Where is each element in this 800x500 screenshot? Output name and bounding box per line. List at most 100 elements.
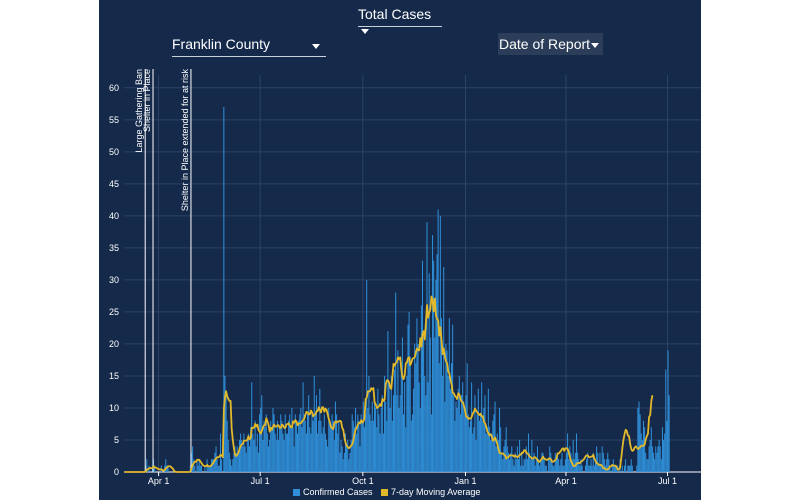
confirmed-cases-bar bbox=[201, 465, 203, 472]
confirmed-cases-bar bbox=[501, 452, 503, 472]
confirmed-cases-bar bbox=[481, 382, 483, 472]
date-basis-dropdown[interactable]: Date of Report bbox=[498, 33, 603, 55]
confirmed-cases-bar bbox=[352, 420, 354, 472]
confirmed-cases-bar bbox=[246, 439, 248, 472]
confirmed-cases-bar bbox=[415, 363, 417, 472]
confirmed-cases-bar bbox=[562, 465, 564, 472]
confirmed-cases-bar bbox=[319, 388, 321, 472]
confirmed-cases-bar bbox=[403, 414, 405, 472]
confirmed-cases-bar bbox=[405, 427, 407, 472]
confirmed-cases-bar bbox=[230, 459, 232, 472]
confirmed-cases-bar bbox=[496, 433, 498, 472]
confirmed-cases-bar bbox=[213, 459, 215, 472]
chevron-down-icon bbox=[591, 43, 599, 48]
confirmed-cases-bar bbox=[414, 343, 416, 472]
confirmed-cases-bar bbox=[311, 414, 313, 472]
confirmed-cases-bar bbox=[379, 433, 381, 472]
confirmed-cases-bar bbox=[238, 439, 240, 472]
confirmed-cases-bar bbox=[346, 446, 348, 472]
confirmed-cases-bar bbox=[544, 465, 546, 472]
confirmed-cases-bar bbox=[199, 465, 201, 472]
confirmed-cases-bar bbox=[640, 433, 642, 472]
confirmed-cases-bar bbox=[324, 433, 326, 472]
confirmed-cases-bar bbox=[363, 427, 365, 472]
confirmed-cases-bar bbox=[425, 395, 427, 472]
confirmed-cases-bar bbox=[243, 433, 245, 472]
confirmed-cases-bar bbox=[214, 452, 216, 472]
confirmed-cases-bar bbox=[607, 452, 609, 472]
confirmed-cases-bar bbox=[630, 459, 632, 472]
y-tick-label: 0 bbox=[114, 467, 119, 477]
y-tick-label: 10 bbox=[109, 403, 119, 413]
confirmed-cases-bar bbox=[452, 324, 454, 472]
confirmed-cases-bar bbox=[310, 433, 312, 472]
confirmed-cases-bar bbox=[509, 459, 511, 472]
confirmed-cases-bar bbox=[505, 427, 507, 472]
confirmed-cases-bar bbox=[341, 446, 343, 472]
confirmed-cases-bar bbox=[338, 420, 340, 472]
legend-item-average[interactable]: 7-day Moving Average bbox=[381, 487, 480, 497]
confirmed-cases-bar bbox=[500, 427, 502, 472]
confirmed-cases-bar bbox=[657, 446, 659, 472]
annotation-label: Shelter in Place bbox=[142, 69, 152, 132]
confirmed-cases-bar bbox=[281, 420, 283, 472]
confirmed-cases-bar bbox=[328, 407, 330, 472]
chevron-down-icon bbox=[312, 44, 320, 49]
confirmed-cases-bar bbox=[463, 401, 465, 472]
confirmed-cases-bar bbox=[289, 414, 291, 472]
confirmed-cases-bar bbox=[359, 446, 361, 472]
metric-dropdown[interactable]: Total Cases bbox=[358, 6, 442, 34]
annotation-label: Shelter in Place extended for at risk bbox=[180, 69, 190, 212]
confirmed-cases-bar bbox=[369, 414, 371, 472]
confirmed-cases-bar bbox=[613, 465, 615, 472]
confirmed-cases-bar bbox=[321, 433, 323, 472]
confirmed-cases-bar bbox=[413, 388, 415, 472]
y-tick-label: 25 bbox=[109, 307, 119, 317]
confirmed-cases-bar bbox=[309, 427, 311, 472]
confirmed-cases-bar bbox=[227, 439, 229, 472]
chart-grid bbox=[124, 75, 701, 473]
confirmed-cases-bar bbox=[637, 407, 639, 472]
confirmed-cases-bar bbox=[360, 414, 362, 472]
confirmed-cases-bar bbox=[312, 420, 314, 472]
confirmed-cases-bar bbox=[433, 260, 435, 472]
confirmed-cases-bar bbox=[462, 382, 464, 472]
confirmed-cases-bar bbox=[611, 465, 613, 472]
legend-item-confirmed[interactable]: Confirmed Cases bbox=[293, 487, 373, 497]
confirmed-cases-bar bbox=[299, 414, 301, 472]
confirmed-cases-bar bbox=[255, 446, 257, 472]
confirmed-cases-bar bbox=[628, 465, 630, 472]
confirmed-cases-bar bbox=[453, 395, 455, 472]
confirmed-cases-bar bbox=[576, 433, 578, 472]
county-dropdown[interactable]: Franklin County bbox=[172, 36, 326, 57]
confirmed-cases-bar bbox=[592, 452, 594, 472]
confirmed-cases-bar bbox=[534, 465, 536, 472]
confirmed-cases-bar bbox=[226, 420, 228, 472]
confirmed-cases-bar bbox=[279, 427, 281, 472]
confirmed-cases-bar bbox=[653, 452, 655, 472]
confirmed-cases-bar bbox=[347, 439, 349, 472]
confirmed-cases-bar bbox=[194, 465, 196, 472]
confirmed-cases-bar bbox=[551, 459, 553, 472]
confirmed-cases-bar bbox=[386, 420, 388, 472]
y-axis: 0 5 10 15 20 25 30 35 40 45 50 55 60 bbox=[109, 83, 119, 477]
confirmed-cases-bar bbox=[418, 382, 420, 472]
confirmed-cases-bar bbox=[560, 459, 562, 472]
confirmed-cases-bar bbox=[647, 459, 649, 472]
confirmed-cases-bar bbox=[295, 420, 297, 472]
confirmed-cases-bar bbox=[443, 267, 445, 472]
confirmed-cases-bar bbox=[578, 459, 580, 472]
confirmed-cases-bar bbox=[524, 459, 526, 472]
confirmed-cases-bar bbox=[648, 446, 650, 472]
confirmed-cases-bar bbox=[488, 427, 490, 472]
confirmed-cases-bar bbox=[484, 395, 486, 472]
confirmed-cases-bar bbox=[512, 459, 514, 472]
confirmed-cases-bar bbox=[609, 465, 611, 472]
confirmed-cases-bar bbox=[596, 446, 598, 472]
confirmed-cases-bar bbox=[608, 459, 610, 472]
confirmed-cases-bar bbox=[459, 414, 461, 472]
confirmed-cases-bar bbox=[439, 215, 441, 472]
confirmed-cases-bar bbox=[399, 395, 401, 472]
confirmed-cases-bar bbox=[207, 465, 209, 472]
